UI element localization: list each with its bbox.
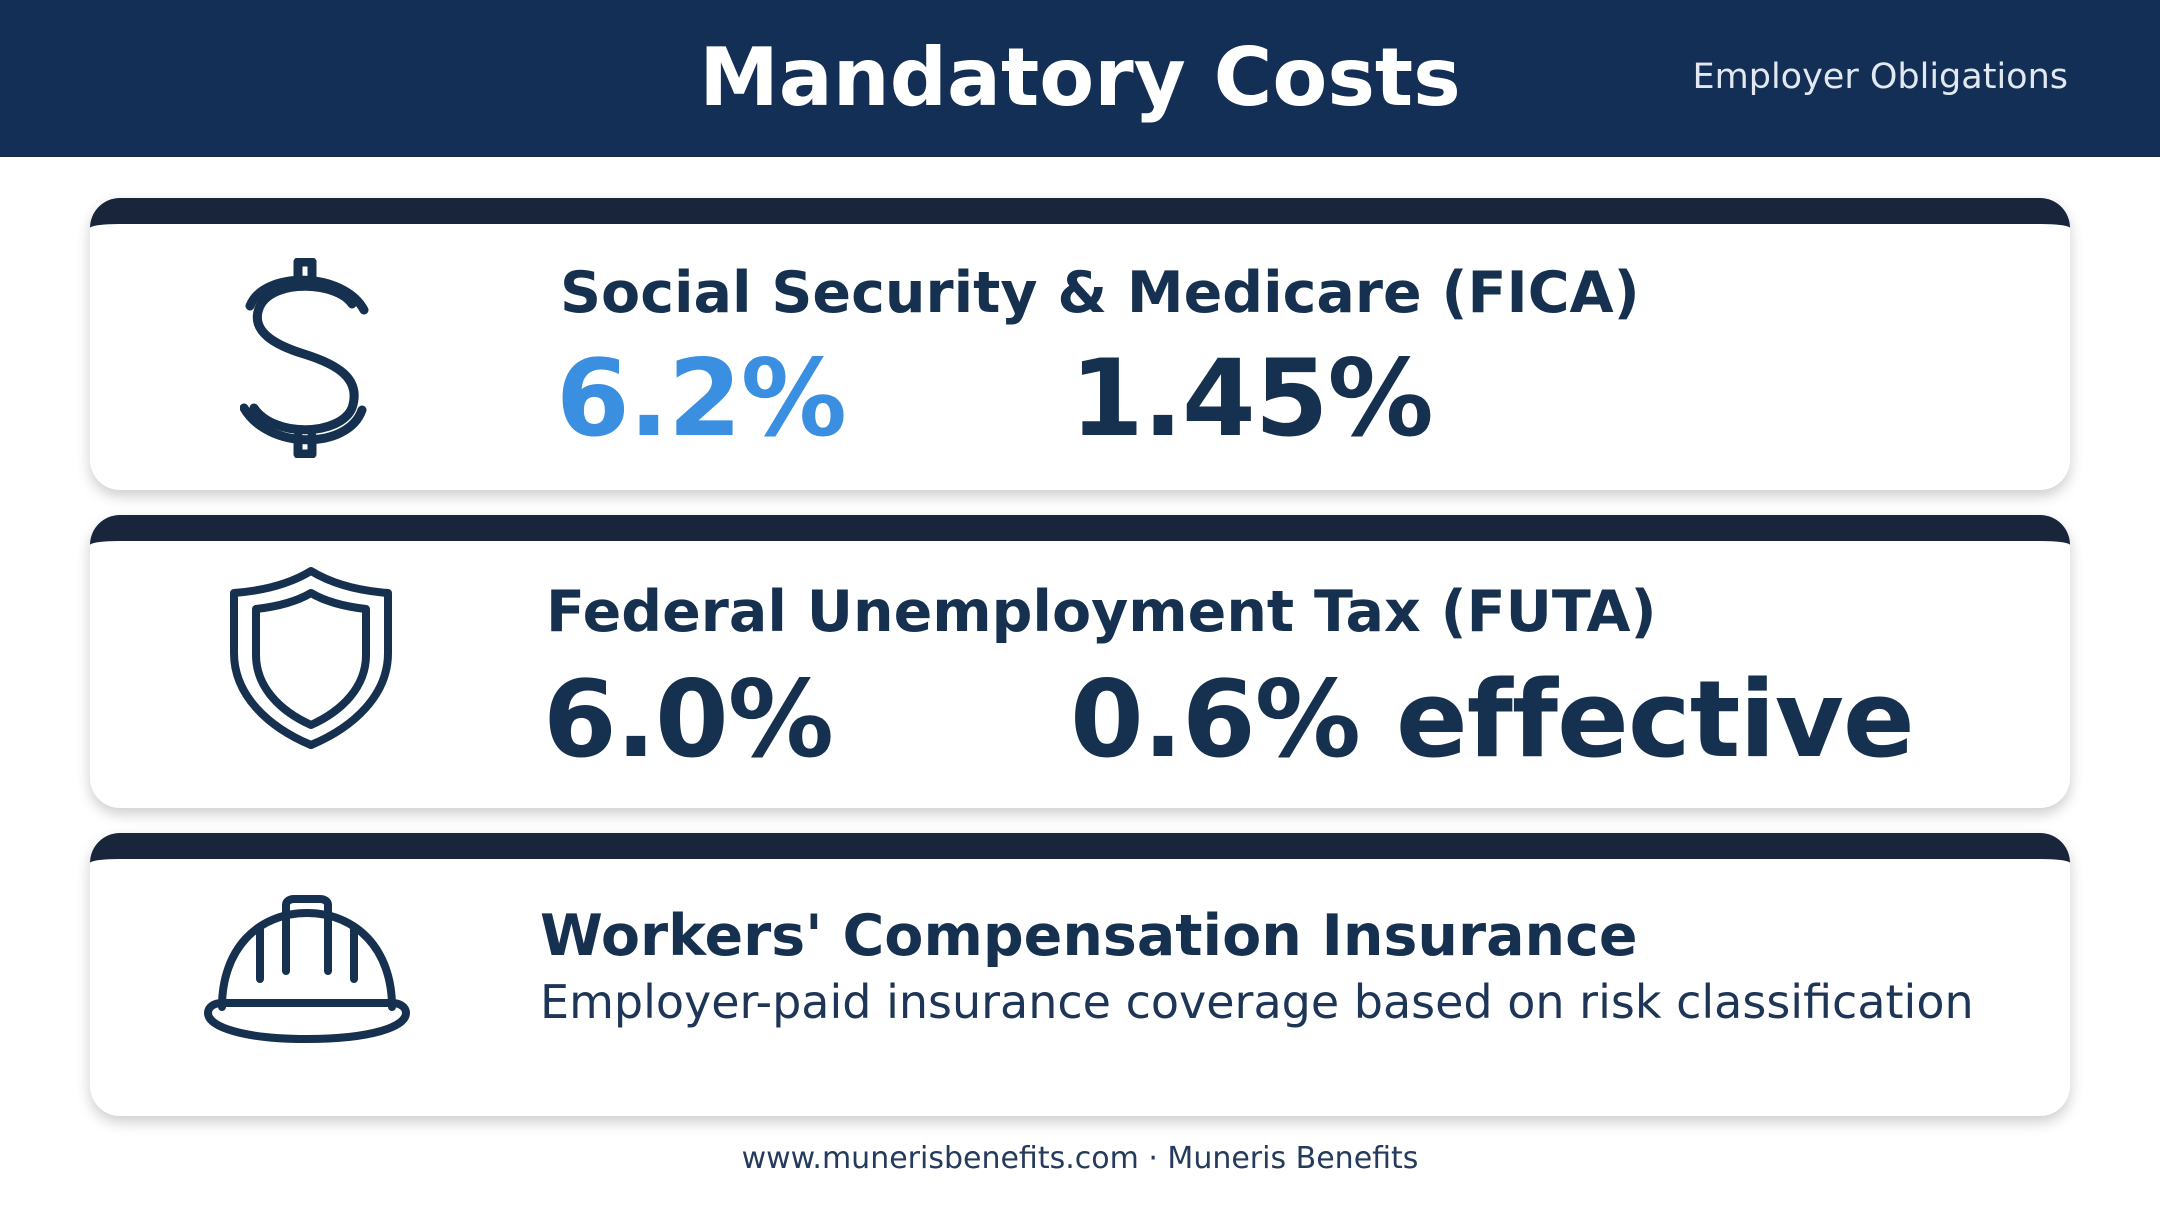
page-subtitle: Employer Obligations bbox=[1692, 57, 2068, 97]
dollar-sign-icon bbox=[240, 258, 370, 458]
workers-comp-title: Workers' Compensation Insurance bbox=[540, 903, 1638, 969]
fica-medicare-rate: 1.45% bbox=[1070, 337, 1434, 460]
shield-icon bbox=[228, 565, 394, 751]
fica-title: Social Security & Medicare (FICA) bbox=[560, 260, 1640, 326]
futa-title: Federal Unemployment Tax (FUTA) bbox=[546, 579, 1657, 645]
page-title: Mandatory Costs bbox=[699, 31, 1461, 124]
workers-comp-description: Employer-paid insurance coverage based o… bbox=[540, 975, 1974, 1029]
futa-gross-rate: 6.0% bbox=[543, 658, 834, 781]
fica-social-security-rate: 6.2% bbox=[556, 337, 847, 460]
footer-credit: www.munerisbenefits.com · Muneris Benefi… bbox=[741, 1141, 1419, 1176]
futa-card: Federal Unemployment Tax (FUTA) 6.0% 0.6… bbox=[90, 515, 2070, 808]
header-bar: Mandatory Costs Employer Obligations bbox=[0, 0, 2160, 157]
workers-comp-card: Workers' Compensation Insurance Employer… bbox=[90, 833, 2070, 1116]
fica-card: Social Security & Medicare (FICA) 6.2% 1… bbox=[90, 198, 2070, 490]
hard-hat-icon bbox=[200, 895, 414, 1051]
futa-effective-rate: 0.6% effective bbox=[1070, 658, 1915, 781]
